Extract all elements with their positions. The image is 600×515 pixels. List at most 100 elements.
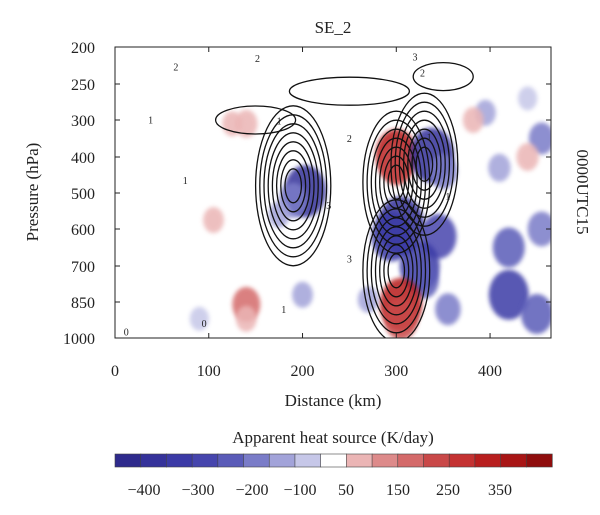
- contour-line: [370, 217, 422, 325]
- colorbar-swatch: [474, 453, 502, 468]
- colorbar-swatch: [423, 453, 450, 468]
- plot-frame: [114, 46, 552, 339]
- y-tick-label: 200: [71, 40, 95, 57]
- contour-line: [275, 150, 311, 222]
- contour-line: [387, 253, 406, 289]
- contour-label: 2: [173, 63, 178, 74]
- heat-source-cell: [488, 153, 511, 182]
- colorbar-tick-label: 350: [488, 482, 512, 499]
- heat-source-cell: [527, 211, 551, 247]
- contour-line: [390, 92, 459, 236]
- colorbar-swatch: [268, 453, 296, 468]
- y-tick-label: 250: [71, 77, 95, 94]
- colorbar-tick-label: 50: [338, 482, 354, 499]
- y-axis: 200 250 300 400 500 600 700 850 1000: [63, 40, 551, 348]
- x-tick-label: 100: [197, 363, 221, 380]
- contour-label: 2: [420, 69, 425, 80]
- x-tick-label: 400: [478, 363, 502, 380]
- contour-line: [214, 105, 297, 135]
- contour-label: 0: [202, 319, 207, 330]
- y-tick-label: 600: [71, 222, 95, 239]
- contour-line: [271, 141, 315, 231]
- contour-line: [288, 76, 411, 106]
- contour-label: 3: [326, 201, 331, 212]
- contour-label: 3: [413, 52, 418, 63]
- heat-source-cell: [462, 107, 484, 133]
- colorbar-swatch: [166, 453, 193, 468]
- colorbar-swatch: [448, 453, 476, 468]
- heat-source-cell: [492, 227, 525, 268]
- heat-source-cell: [384, 297, 418, 338]
- heat-source-field: [189, 86, 551, 338]
- colorbar-swatch: [320, 453, 347, 468]
- x-tick-label: 300: [384, 363, 408, 380]
- contour-line: [267, 132, 319, 240]
- y-tick-label: 400: [71, 150, 95, 167]
- contour-line: [362, 199, 431, 338]
- contour-label: 1: [445, 192, 450, 203]
- colorbar-swatch: [525, 453, 553, 468]
- colorbar-swatch: [114, 453, 142, 468]
- heat-source-cell: [516, 143, 539, 171]
- heat-source-cell: [435, 293, 461, 326]
- colorbar-title: Apparent heat source (K/day): [232, 428, 434, 447]
- heat-source-cell: [292, 281, 313, 308]
- contour-line: [412, 61, 474, 92]
- contour-line: [263, 123, 324, 249]
- contour-line: [407, 128, 442, 200]
- heat-source-cell: [235, 305, 257, 332]
- x-axis-label: Distance (km): [285, 391, 382, 410]
- contour-label: 1: [148, 116, 153, 127]
- x-axis: 0 100 200 300 400: [111, 47, 502, 380]
- contour-line: [284, 168, 303, 204]
- colorbar: −400 −300 −200 −100 50 150 250 350: [114, 453, 553, 499]
- contour-line: [254, 105, 332, 267]
- contour-line: [411, 137, 438, 191]
- contour-line: [366, 208, 427, 334]
- y-tick-label: 300: [71, 113, 95, 130]
- y-tick-label: 1000: [63, 331, 95, 348]
- contour-line: [402, 119, 446, 209]
- y-tick-label: 700: [71, 259, 95, 276]
- y-tick-label: 850: [71, 295, 95, 312]
- time-label: 0000UTC15: [573, 150, 592, 235]
- colorbar-swatch: [346, 453, 373, 468]
- contour-line: [383, 244, 410, 298]
- colorbar-swatch: [397, 453, 425, 468]
- contour-line: [374, 226, 418, 316]
- colorbar-tick-label: −400: [127, 482, 160, 499]
- x-tick-label: 200: [291, 363, 315, 380]
- y-axis-label: Pressure (hPa): [23, 143, 42, 242]
- x-tick-label: 0: [111, 363, 119, 380]
- heat-source-cell: [488, 269, 529, 320]
- colorbar-tick-label: 150: [386, 482, 410, 499]
- heat-source-cell: [518, 86, 538, 111]
- colorbar-swatch: [371, 453, 399, 468]
- colorbar-tick-label: −200: [235, 482, 268, 499]
- contour-line: [379, 235, 414, 307]
- colorbar-swatch: [500, 453, 527, 468]
- colorbar-swatch: [243, 453, 270, 468]
- heat-source-cell: [235, 109, 258, 138]
- colorbar-swatch: [191, 453, 219, 468]
- colorbar-swatch: [294, 453, 322, 468]
- contour-line: [394, 101, 455, 227]
- contour-label: 2: [347, 134, 352, 145]
- y-tick-label: 500: [71, 186, 95, 203]
- chart-title: SE_2: [315, 18, 352, 37]
- colorbar-tick-label: −300: [181, 482, 214, 499]
- contour-label: 1: [427, 132, 432, 143]
- colorbar-swatch: [140, 453, 168, 468]
- colorbar-tick-label: −100: [283, 482, 316, 499]
- contour-line: [398, 110, 451, 218]
- heat-source-cell: [520, 294, 551, 334]
- contour-label: 1: [277, 116, 282, 127]
- contour-label: 2: [255, 54, 260, 65]
- heat-source-cell: [189, 306, 209, 331]
- contour-label: 3: [347, 254, 352, 265]
- contour-line: [415, 146, 434, 182]
- contour-label: 1: [281, 305, 286, 316]
- colorbar-swatch: [217, 453, 245, 468]
